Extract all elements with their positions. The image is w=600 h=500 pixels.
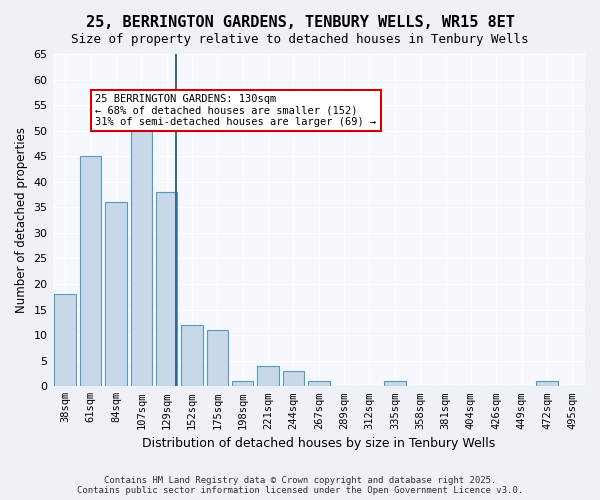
Bar — [536, 381, 558, 386]
Bar — [206, 330, 228, 386]
Bar — [384, 381, 406, 386]
Bar — [55, 294, 76, 386]
Bar — [80, 156, 101, 386]
Bar — [283, 371, 304, 386]
X-axis label: Distribution of detached houses by size in Tenbury Wells: Distribution of detached houses by size … — [142, 437, 496, 450]
Text: Contains HM Land Registry data © Crown copyright and database right 2025.
Contai: Contains HM Land Registry data © Crown c… — [77, 476, 523, 495]
Y-axis label: Number of detached properties: Number of detached properties — [15, 127, 28, 313]
Bar — [131, 116, 152, 386]
Bar — [257, 366, 279, 386]
Text: Size of property relative to detached houses in Tenbury Wells: Size of property relative to detached ho… — [71, 32, 529, 46]
Bar — [232, 381, 253, 386]
Bar — [105, 202, 127, 386]
Text: 25 BERRINGTON GARDENS: 130sqm
← 68% of detached houses are smaller (152)
31% of : 25 BERRINGTON GARDENS: 130sqm ← 68% of d… — [95, 94, 376, 127]
Bar — [181, 325, 203, 386]
Bar — [156, 192, 178, 386]
Text: 25, BERRINGTON GARDENS, TENBURY WELLS, WR15 8ET: 25, BERRINGTON GARDENS, TENBURY WELLS, W… — [86, 15, 514, 30]
Bar — [308, 381, 329, 386]
